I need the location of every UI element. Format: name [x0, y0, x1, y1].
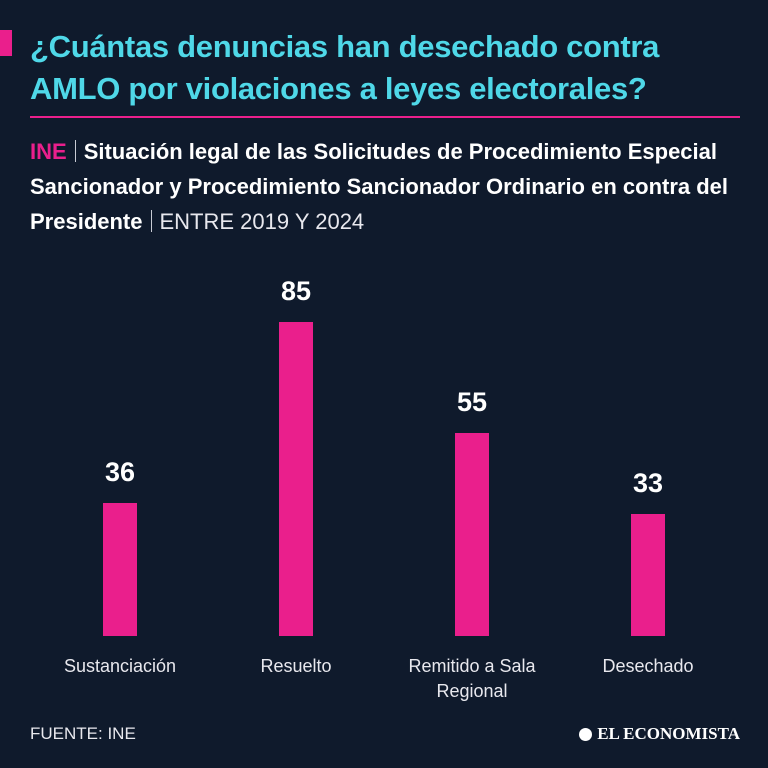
- x-tick-label: Desechado: [602, 656, 694, 676]
- subtitle-block: INE Situación legal de las Solicitudes de…: [30, 134, 750, 239]
- data-label: 55: [456, 386, 488, 417]
- x-tick-label: Resuelto: [260, 656, 332, 676]
- bar: [103, 503, 137, 636]
- brand-name: EL ECONOMISTA: [597, 724, 740, 743]
- x-tick-label: Sustanciación: [63, 656, 177, 676]
- source-note: FUENTE: INE: [30, 724, 136, 743]
- separator: [150, 210, 152, 232]
- bar: [279, 322, 313, 636]
- data-label: 36: [104, 457, 136, 487]
- source-tag: INE: [30, 139, 67, 164]
- separator: [74, 140, 76, 162]
- period: ENTRE 2019 Y 2024: [159, 209, 365, 234]
- subtitle: Situación legal de las Solicitudes de Pr…: [30, 139, 729, 234]
- data-label: 85: [280, 276, 312, 306]
- bar: [455, 432, 489, 636]
- data-label: 33: [632, 468, 664, 499]
- x-tick-label: Remitido a Sala Regional: [408, 656, 536, 701]
- title-rule: [30, 116, 740, 118]
- brand: EL ECONOMISTA: [579, 724, 740, 744]
- brand-logo: [579, 727, 593, 741]
- bar: [631, 514, 665, 636]
- accent-bar: [0, 30, 12, 56]
- chart-title: ¿Cuántas denuncias han desechado contra …: [30, 29, 660, 106]
